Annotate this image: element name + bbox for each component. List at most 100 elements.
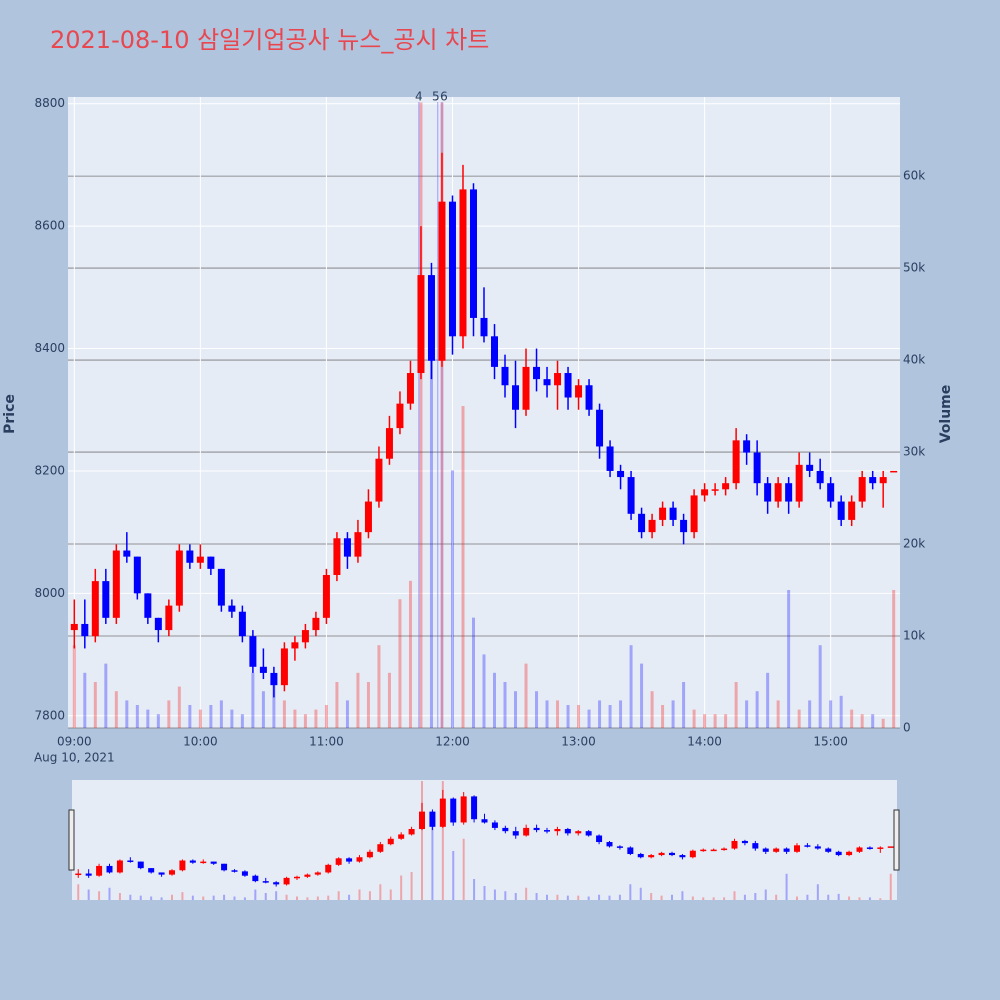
mini-candle-body: [137, 861, 144, 869]
candle-body: [417, 275, 425, 374]
y-tick-label: 8000: [34, 586, 65, 600]
mini-candle-body: [762, 848, 769, 852]
candle-body: [837, 501, 845, 520]
candle-body: [564, 373, 572, 398]
mini-volume-bar: [296, 896, 298, 900]
mini-candle-body: [294, 876, 300, 879]
mini-volume-bar: [743, 894, 746, 900]
mini-candle-body: [689, 850, 696, 858]
volume-bar: [850, 709, 854, 728]
volume-bar: [345, 700, 349, 728]
volume-bar: [219, 700, 223, 728]
mini-volume-bar: [733, 891, 736, 900]
mini-volume-bar: [868, 897, 871, 900]
mini-volume-bar: [98, 891, 101, 900]
candle-body: [249, 636, 257, 667]
mini-candle-body: [804, 845, 811, 847]
volume-bar: [135, 705, 139, 728]
mini-volume-bar: [431, 826, 434, 900]
volume-bar: [566, 705, 570, 728]
candle-body: [102, 581, 110, 618]
volume-bar: [776, 700, 780, 728]
volume-bar: [881, 718, 885, 728]
mini-volume-bar: [275, 891, 278, 900]
mini-candle-body: [419, 811, 425, 829]
candle-body: [270, 672, 278, 686]
volume-bar: [545, 700, 549, 728]
candle-body: [459, 189, 467, 337]
mini-volume-bar: [171, 894, 173, 900]
candle-body: [207, 556, 215, 569]
candle-body: [333, 538, 341, 575]
rangeslider-handle[interactable]: [893, 809, 900, 871]
candle-body: [186, 550, 194, 563]
x-tick-label: 12:00: [435, 735, 470, 749]
mini-volume-bar: [618, 894, 621, 900]
mini-candle-body: [377, 844, 384, 852]
candle-body: [312, 617, 320, 631]
x-tick-label: 09:00: [57, 735, 92, 749]
candle-body: [81, 623, 89, 637]
candle-body: [522, 366, 530, 410]
y2-tick-label: 0: [903, 721, 911, 735]
candle-body: [491, 336, 499, 367]
mini-volume-bar: [639, 887, 642, 900]
mini-candle-body: [116, 860, 123, 873]
candle-body: [701, 489, 709, 496]
mini-volume-bar: [775, 894, 778, 900]
mini-volume-bar: [223, 894, 226, 900]
mini-volume-bar: [421, 781, 423, 900]
volume-bar: [493, 672, 497, 728]
mini-candle-body: [627, 847, 634, 854]
candle-body: [659, 507, 667, 520]
volume-bar: [251, 672, 255, 728]
y2-tick-label: 20k: [903, 537, 925, 551]
mini-candle-body: [710, 849, 717, 852]
mini-volume-bar: [608, 895, 611, 900]
mini-candle-body: [127, 860, 134, 862]
volume-bar: [482, 654, 486, 728]
x-date-label: Aug 10, 2021: [34, 751, 115, 765]
mini-volume-bar: [483, 886, 486, 900]
volume-bar: [755, 691, 759, 728]
volume-bar: [745, 700, 749, 728]
candle-body: [827, 483, 835, 502]
mini-volume-bar: [754, 893, 757, 900]
candle-body: [806, 464, 814, 471]
volume-bar: [104, 663, 108, 728]
mini-volume-bar: [212, 895, 215, 900]
mini-candle-body: [814, 846, 821, 849]
candle-body: [680, 519, 688, 533]
candle-body: [165, 605, 173, 631]
mini-candle-body: [158, 872, 165, 875]
mini-candle-body: [210, 861, 217, 864]
plot-area: [68, 97, 900, 728]
volume-bar: [167, 700, 171, 728]
mini-volume-bar: [504, 891, 507, 900]
mini-volume-bar: [858, 897, 861, 900]
volume-bar: [713, 714, 717, 728]
volume-bar: [366, 682, 370, 728]
candle-body: [617, 470, 625, 478]
volume-bar: [692, 709, 696, 728]
candle-body: [512, 385, 520, 410]
candle-body: [480, 317, 488, 337]
candle-body: [648, 519, 656, 533]
candle-body: [585, 385, 593, 410]
volume-bar: [524, 663, 528, 728]
candle-body: [764, 483, 772, 502]
volume-bar: [272, 682, 276, 728]
mini-candle-body: [262, 881, 269, 883]
mini-volume-bar: [785, 873, 788, 900]
rangeslider-handle[interactable]: [68, 809, 75, 871]
candle-body: [238, 611, 246, 637]
volume-bar: [230, 709, 234, 728]
volume-bar: [682, 682, 686, 728]
mini-volume-bar: [243, 897, 246, 900]
volume-bar: [503, 682, 507, 728]
candle-body: [869, 477, 877, 484]
mini-candle-body: [887, 846, 894, 848]
mini-volume-bar: [566, 895, 569, 900]
volume-bar: [734, 682, 738, 728]
volume-bar: [114, 691, 118, 728]
